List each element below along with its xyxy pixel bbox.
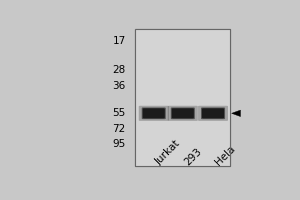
FancyBboxPatch shape [201,107,225,119]
FancyBboxPatch shape [168,106,198,121]
FancyBboxPatch shape [198,106,228,121]
Text: 36: 36 [112,81,126,91]
Bar [135,29,230,166]
FancyBboxPatch shape [139,106,169,121]
Bar [167,29,199,166]
Polygon shape [232,110,241,117]
Text: 95: 95 [112,139,126,149]
Text: 293: 293 [183,146,204,167]
FancyBboxPatch shape [171,107,195,119]
Text: 17: 17 [112,36,126,46]
FancyBboxPatch shape [143,108,165,118]
Text: 72: 72 [112,124,126,134]
Bar [135,29,167,166]
FancyBboxPatch shape [142,107,166,119]
FancyBboxPatch shape [202,108,224,118]
Text: 28: 28 [112,65,126,75]
Bar [199,29,230,166]
Text: Jurkat: Jurkat [154,139,182,167]
Text: Hela: Hela [213,144,237,167]
Bar [135,29,230,166]
FancyBboxPatch shape [172,108,194,118]
Text: 55: 55 [112,108,126,118]
